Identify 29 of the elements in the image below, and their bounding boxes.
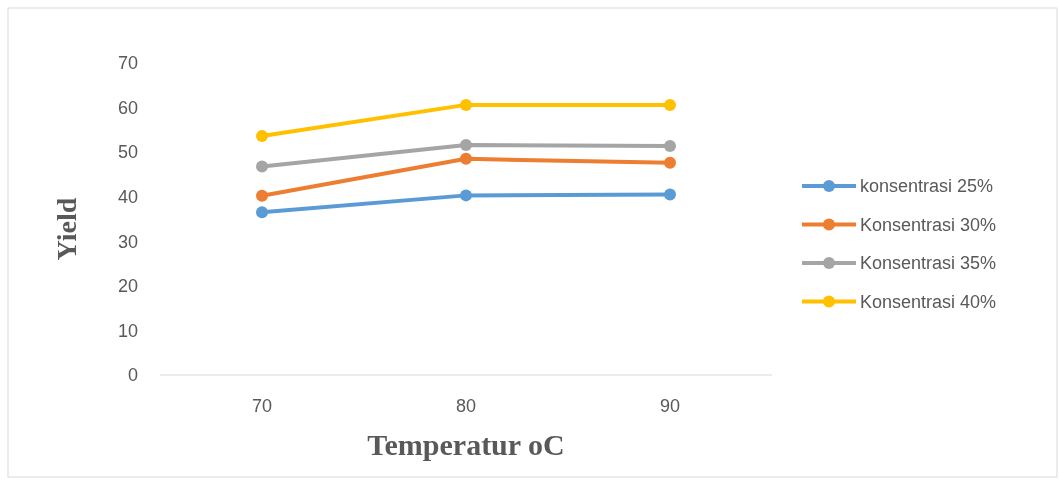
legend-label: Konsentrasi 35% xyxy=(860,253,997,274)
y-tick-label: 70 xyxy=(117,53,138,74)
point xyxy=(256,160,268,173)
point xyxy=(460,139,472,152)
y-tick-label: 20 xyxy=(117,276,138,297)
y-tick-label: 30 xyxy=(117,231,138,252)
point xyxy=(256,130,268,143)
legend-label: Konsentrasi 30% xyxy=(860,214,997,235)
x-axis-title: Temperatur oC xyxy=(367,428,565,461)
y-tick-label: 60 xyxy=(117,97,138,118)
point xyxy=(460,98,472,111)
point xyxy=(664,98,676,111)
y-tick-label: 0 xyxy=(127,365,138,386)
legend-label: konsentrasi 25% xyxy=(860,176,994,197)
point xyxy=(460,189,472,202)
point xyxy=(256,189,268,202)
y-tick-label: 50 xyxy=(117,142,138,163)
x-tick-label: 80 xyxy=(455,396,477,416)
y-axis-title: Yield xyxy=(51,197,82,261)
legend-label: Konsentrasi 40% xyxy=(860,291,997,312)
y-tick-label: 10 xyxy=(117,320,138,341)
x-tick-label: 90 xyxy=(659,396,681,416)
point xyxy=(460,152,472,165)
y-tick-label: 40 xyxy=(117,187,138,208)
x-tick-label: 70 xyxy=(251,396,273,416)
point xyxy=(256,206,268,219)
point xyxy=(664,188,676,201)
point xyxy=(664,156,676,169)
point xyxy=(664,139,676,152)
